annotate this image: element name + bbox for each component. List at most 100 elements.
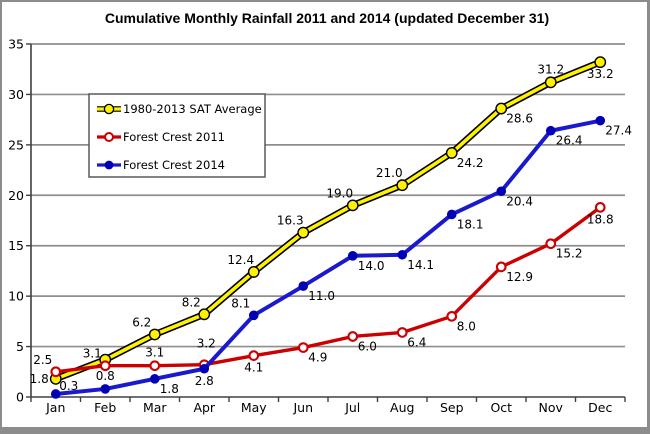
x-axis-month-label: Jun (292, 400, 313, 415)
legend-swatch-marker-forest-crest-2011 (104, 132, 114, 142)
data-point-label-forest-crest-2014: 18.1 (457, 217, 484, 231)
data-point-label-forest-crest-2011: 4.1 (244, 361, 263, 375)
data-point-label-forest-crest-2014: 0.8 (96, 369, 115, 383)
legend-swatch-marker-sat-average (103, 103, 115, 115)
y-axis-tick-label: 35 (8, 37, 24, 52)
data-point-marker-forest-crest-2011 (396, 327, 408, 338)
data-point-label-forest-crest-2011: 6.4 (407, 335, 426, 349)
chart-title: Cumulative Monthly Rainfall 2011 and 201… (105, 10, 549, 26)
data-point-label-forest-crest-2014: 0.3 (59, 379, 78, 393)
data-point-label-forest-crest-2014: 27.4 (605, 124, 632, 138)
data-point-label-forest-crest-2014: 14.0 (358, 259, 385, 273)
series-line-forest-crest-2014 (53, 118, 603, 396)
data-point-label-sat-average: 8.2 (182, 295, 201, 309)
x-axis-month-label: Jan (45, 400, 65, 415)
x-axis-month-label: Oct (490, 400, 512, 415)
legend-label-forest-crest-2011: Forest Crest 2011 (123, 130, 225, 144)
data-point-marker-sat-average (247, 266, 260, 278)
data-point-marker-sat-average (297, 226, 310, 239)
data-point-label-forest-crest-2011: 3.2 (197, 337, 216, 351)
x-axis-month-label: Mar (143, 400, 167, 415)
data-point-marker-sat-average (346, 199, 359, 212)
data-point-label-forest-crest-2011: 3.1 (145, 346, 164, 360)
series-lines (49, 56, 607, 399)
data-point-marker-forest-crest-2011 (594, 202, 606, 213)
data-point-marker-forest-crest-2014 (545, 125, 556, 136)
data-point-label-forest-crest-2011: 2.5 (33, 353, 52, 367)
x-axis-month-label: Aug (390, 400, 414, 415)
y-axis-tick-label: 10 (8, 289, 24, 304)
data-point-marker-forest-crest-2011 (545, 238, 557, 250)
data-point-marker-forest-crest-2014 (496, 186, 507, 197)
data-point-label-forest-crest-2011: 6.0 (358, 339, 377, 353)
data-point-marker-forest-crest-2014 (298, 281, 309, 291)
data-point-marker-forest-crest-2014 (446, 209, 457, 220)
x-axis-month-label: Nov (539, 400, 564, 415)
data-point-marker-forest-crest-2014 (100, 384, 111, 394)
data-point-marker-sat-average (445, 147, 458, 159)
data-point-label-sat-average: 24.2 (457, 156, 484, 170)
data-point-label-forest-crest-2011: 15.2 (556, 247, 583, 261)
data-point-marker-sat-average (594, 56, 607, 69)
data-point-label-forest-crest-2011: 3.1 (83, 347, 102, 361)
y-axis-tick-label: 20 (8, 188, 24, 203)
data-point-label-forest-crest-2014: 1.8 (160, 382, 179, 396)
data-point-marker-forest-crest-2011 (495, 261, 507, 273)
data-point-marker-forest-crest-2011 (297, 342, 309, 353)
series-line-sat-average (53, 60, 603, 381)
data-point-marker-forest-crest-2011 (149, 360, 161, 372)
data-point-marker-forest-crest-2011 (248, 350, 260, 361)
data-point-label-sat-average: 19.0 (326, 186, 353, 200)
data-point-marker-forest-crest-2011 (50, 366, 62, 378)
data-point-label-sat-average: 12.4 (227, 253, 254, 267)
axis-tick-labels: 0 5 10 15 20 25 30 35 Jan Feb Mar Apr May Jun Jul Aug Se… (8, 37, 612, 416)
x-axis-month-label: Jul (344, 400, 360, 415)
y-axis-tick-label: 5 (16, 339, 24, 354)
data-point-label-forest-crest-2014: 8.1 (231, 296, 250, 310)
rainfall-line-chart: 1.8 6.2 8.2 12.4 16.3 19.0 21.0 24.2 28.6 31.2 33.… (8, 10, 632, 416)
data-point-marker-sat-average (495, 102, 508, 115)
x-axis-month-label: Apr (193, 400, 215, 415)
data-point-marker-forest-crest-2014 (149, 374, 160, 384)
y-axis-tick-label: 30 (8, 87, 24, 102)
data-point-marker-sat-average (396, 179, 409, 192)
legend-label-sat-average: 1980-2013 SAT Average (123, 102, 262, 116)
data-point-marker-forest-crest-2011 (347, 331, 359, 342)
data-point-label-sat-average: 6.2 (132, 315, 151, 329)
legend-swatch-marker-forest-crest-2014 (104, 160, 114, 170)
data-point-marker-forest-crest-2014 (248, 310, 259, 321)
data-point-label-sat-average: 21.0 (376, 166, 403, 180)
data-point-marker-forest-crest-2014 (347, 251, 358, 261)
y-axis-tick-label: 0 (16, 390, 24, 405)
data-point-marker-forest-crest-2014 (595, 115, 606, 126)
data-point-marker-sat-average (148, 328, 161, 341)
data-point-label-forest-crest-2011: 4.9 (308, 351, 327, 365)
data-point-label-forest-crest-2011: 18.8 (587, 212, 614, 226)
data-point-label-forest-crest-2014: 14.1 (407, 258, 434, 272)
data-point-label-forest-crest-2011: 8.0 (457, 319, 476, 333)
y-axis-tick-label: 15 (8, 238, 24, 253)
data-point-marker-forest-crest-2014 (397, 249, 408, 260)
data-point-marker-forest-crest-2011 (446, 310, 458, 322)
data-point-marker-sat-average (544, 76, 557, 89)
data-point-marker-forest-crest-2014 (50, 389, 61, 399)
x-axis-month-label: Dec (588, 400, 612, 415)
x-axis-month-label: May (241, 400, 267, 415)
data-point-label-forest-crest-2011: 12.9 (506, 270, 533, 284)
data-point-labels: 1.8 6.2 8.2 12.4 16.3 19.0 21.0 24.2 28.6 31.2 33.… (30, 62, 632, 396)
data-point-marker-forest-crest-2014 (199, 363, 210, 374)
data-point-label-forest-crest-2014: 26.4 (556, 134, 583, 148)
data-point-label-sat-average: 16.3 (277, 214, 304, 228)
data-point-label-sat-average: 1.8 (30, 372, 49, 386)
x-axis-month-label: Feb (94, 400, 116, 415)
data-point-label-sat-average: 31.2 (537, 62, 564, 76)
data-point-label-forest-crest-2014: 2.8 (195, 374, 214, 388)
data-point-label-forest-crest-2014: 11.0 (308, 289, 335, 303)
y-axis-tick-label: 25 (8, 137, 24, 152)
legend-label-forest-crest-2014: Forest Crest 2014 (123, 158, 225, 172)
axes (26, 43, 626, 402)
data-point-label-forest-crest-2014: 20.4 (506, 194, 533, 208)
series-line-forest-crest-2011 (54, 205, 602, 374)
x-axis-month-label: Sep (440, 400, 464, 415)
